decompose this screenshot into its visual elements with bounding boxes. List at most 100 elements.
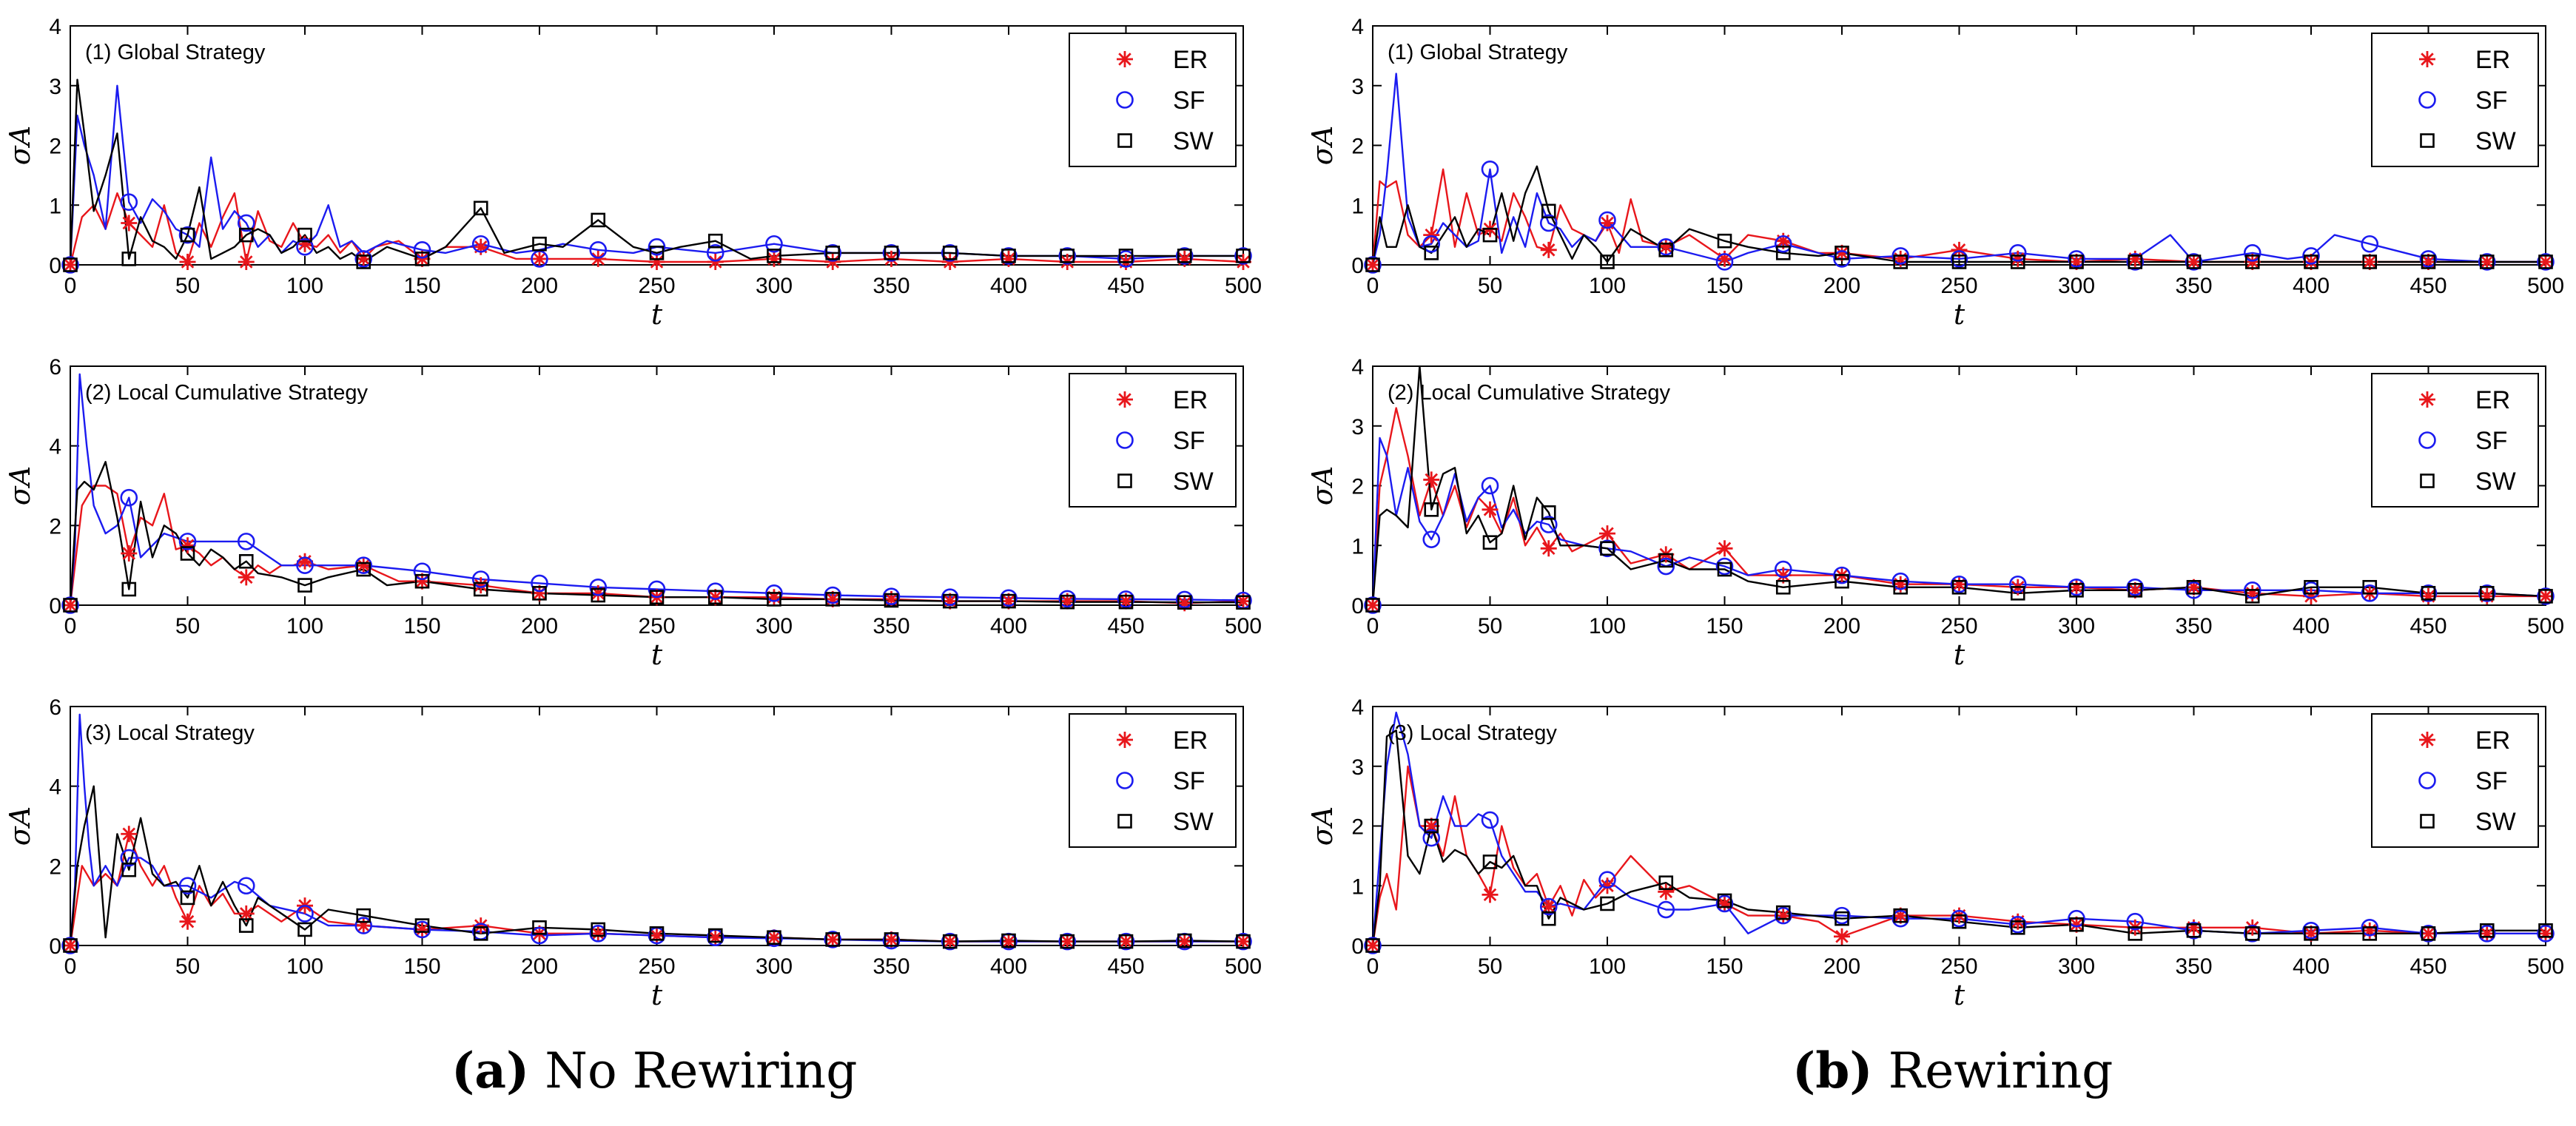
panel-b-3-marker-sf xyxy=(1422,829,1441,847)
panel-b-3-ytick-label: 4 xyxy=(1351,695,1364,720)
panel-b-3-ytick-label: 0 xyxy=(1351,934,1364,959)
panel-b-2-marker-er xyxy=(1540,540,1557,557)
panel-b-1-marker-sf xyxy=(1833,250,1851,268)
panel-b-1-marker-sw xyxy=(2186,254,2202,269)
panel-b-3-marker-er xyxy=(2538,925,2554,942)
panel-b-1-marker-sw xyxy=(1717,233,1732,249)
panel-b-1-xlabel: t xyxy=(1954,298,1965,331)
panel-b-2-marker-er xyxy=(1775,567,1792,584)
panel-b-2-marker-sf xyxy=(2419,584,2438,602)
panel-b-1-marker-sw xyxy=(1835,246,1849,260)
panel-a-2-legend-marker-er xyxy=(1117,391,1133,408)
panel-a-3-marker-sw xyxy=(356,908,371,923)
panel-a-1-marker-sf xyxy=(824,244,842,262)
panel-a-2-marker-sw xyxy=(649,590,665,605)
panel-b-1-xtick-label: 150 xyxy=(1706,274,1743,298)
panel-b-2-ytick-label: 3 xyxy=(1351,415,1364,439)
panel-a-2-marker-er xyxy=(1059,593,1076,610)
panel-b-2-marker-sw xyxy=(2186,579,2202,595)
panel-a-3-marker-sf xyxy=(1117,932,1135,951)
panel-a-3-legend-marker-sf xyxy=(1116,772,1134,789)
panel-a-1-line-er xyxy=(70,192,1243,265)
panel-a-3-marker-sf xyxy=(941,932,959,951)
panel-b-2-marker-sf xyxy=(1774,560,1792,579)
panel-b-3-marker-sf xyxy=(2126,912,2145,931)
panel-b-2-plot-area xyxy=(1373,366,2546,605)
panel-a-3-legend-box xyxy=(1069,713,1237,848)
panel-b-1-marker-sw xyxy=(2244,254,2260,269)
panel-a-1-xtick-label: 100 xyxy=(286,274,323,298)
panel-b-3-marker-sf xyxy=(2068,909,2085,928)
panel-b-1-marker-sw xyxy=(2010,254,2025,269)
panel-b-2-marker-sf xyxy=(1422,530,1441,548)
panel-b-3-marker-sf xyxy=(1481,811,1499,829)
panel-b-2-marker-sw xyxy=(1541,505,1556,520)
panel-a-1-marker-sf xyxy=(61,256,79,274)
panel-b-3-legend-label-sf: SF xyxy=(2475,767,2507,795)
panel-b-3-marker-er xyxy=(1834,928,1850,945)
panel-a-2-marker-er xyxy=(121,545,138,562)
panel-b-2-ytick-label: 0 xyxy=(1351,594,1364,618)
panel-b-1-xtick-label: 0 xyxy=(1367,274,1379,298)
panel-a-1-ylabel: σA xyxy=(4,126,36,165)
panel-a-2-marker-er xyxy=(62,597,78,613)
panel-a-3-marker-er xyxy=(414,921,431,938)
panel-a-1-marker-sf xyxy=(589,241,608,259)
panel-a-2-marker-sf xyxy=(941,588,959,607)
panel-b-3-line-sw xyxy=(1373,729,2546,945)
panel-b-2-marker-sf xyxy=(1715,557,1734,576)
panel-a-3-marker-sw xyxy=(121,862,137,877)
panel-b-1-marker-er xyxy=(1716,250,1733,267)
panel-b-2-marker-sw xyxy=(2010,586,2025,601)
panel-b-1-ylabel: σA xyxy=(1306,126,1339,165)
panel-b-2-marker-sf xyxy=(1598,539,1616,558)
panel-a-1-marker-er xyxy=(472,238,489,255)
panel-b-1-marker-sf xyxy=(2185,253,2203,271)
panel-b-2-xlabel: t xyxy=(1954,638,1965,671)
panel-b-2-legend-label-er: ER xyxy=(2475,386,2510,414)
panel-b-2-xtick-label: 50 xyxy=(1478,614,1502,638)
panel-b-2-marker-sf xyxy=(2478,584,2496,602)
panel-b-1-xtick-label: 300 xyxy=(2058,274,2095,298)
panel-a-3-marker-sw xyxy=(297,922,312,937)
panel-b-1-legend-marker-sf xyxy=(2418,91,2436,109)
panel-b-1-legend-marker-er xyxy=(2419,51,2435,67)
panel-b-2-marker-er xyxy=(1951,576,1968,593)
panel-b-2-xtick-label: 100 xyxy=(1589,614,1626,638)
panel-b-2-marker-sf xyxy=(1657,557,1675,576)
panel-a-1-marker-sf xyxy=(706,244,724,262)
panel-a-1-xtick-label: 350 xyxy=(872,274,909,298)
panel-b-1-marker-sf xyxy=(2478,253,2496,271)
panel-a-1-marker-sw xyxy=(884,246,899,260)
panel-a-2-marker-sw xyxy=(63,598,78,613)
panel-b-2-marker-sf xyxy=(2008,575,2027,593)
panel-b-2-marker-sw xyxy=(2362,579,2378,595)
panel-b-2-legend-marker-sf xyxy=(2418,431,2436,449)
panel-b-3-marker-sf xyxy=(2419,925,2438,943)
panel-b-1: 0 50 100 150 200 250 300 350 400 450 500 0 1 2 3 4 t σA (1… xyxy=(1306,15,2564,331)
panel-b-1-marker-er xyxy=(1658,238,1675,255)
panel-b-1-axes-box xyxy=(1372,25,2546,266)
panel-a-2-marker-sw xyxy=(180,546,195,561)
panel-b-1-legend-label-sw: SW xyxy=(2475,127,2516,155)
panel-b-2-xtick-label: 300 xyxy=(2058,614,2095,638)
panel-a-2-ylabel: σA xyxy=(4,466,36,505)
panel-a-2-legend-marker-sf xyxy=(1116,431,1134,449)
panel-a-3-marker-sw xyxy=(649,926,665,941)
panel-b-1-marker-sw xyxy=(1482,227,1498,243)
panel-a-1-xtick-label: 50 xyxy=(175,274,200,298)
panel-b-3-marker-sf xyxy=(2008,915,2027,934)
panel-a-1-marker-sf xyxy=(1058,247,1077,265)
panel-a-2-xtick-label: 450 xyxy=(1107,614,1144,638)
panel-b-1-ytick-label: 0 xyxy=(1351,254,1364,278)
panel-a-2-ytick-label: 0 xyxy=(49,594,61,618)
panel-a-1-marker-sf xyxy=(471,235,490,253)
panel-b-1-marker-sw xyxy=(1424,246,1439,260)
panel-a-3-marker-er xyxy=(1001,933,1017,950)
panel-a-1-legend-marker-er xyxy=(1117,51,1133,67)
caption-b: (b) Rewiring xyxy=(1792,1042,2113,1099)
panel-b-3-marker-er xyxy=(1775,907,1792,924)
panel-b-3-marker-er xyxy=(1658,883,1675,900)
panel-a-3-marker-er xyxy=(590,925,607,942)
panel-b-1-marker-er xyxy=(2127,250,2144,267)
